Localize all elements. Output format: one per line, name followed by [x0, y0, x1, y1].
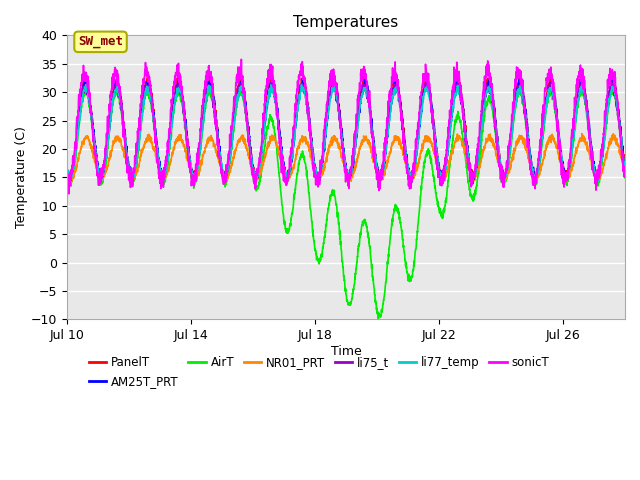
AirT	[117, 108, 125, 114]
NR01_PRT	[621, 167, 629, 172]
NR01_PRT	[187, 167, 195, 172]
sonicT	[266, 75, 274, 81]
li75_t	[150, 128, 158, 133]
AirT	[621, 175, 629, 180]
li77_temp	[117, 98, 125, 104]
Legend: PanelT, AM25T_PRT, AirT, NR01_PRT, li75_t, li77_temp, sonicT: PanelT, AM25T_PRT, AirT, NR01_PRT, li75_…	[84, 352, 554, 393]
li75_t	[63, 165, 70, 171]
AirT	[364, 234, 372, 240]
AM25T_PRT	[362, 75, 369, 81]
NR01_PRT	[266, 139, 273, 144]
NR01_PRT	[63, 167, 70, 173]
AM25T_PRT	[150, 120, 158, 125]
li75_t	[621, 167, 629, 173]
AM25T_PRT	[621, 163, 629, 169]
AM25T_PRT	[187, 163, 195, 169]
li75_t	[266, 89, 273, 95]
li75_t	[549, 91, 557, 97]
PanelT	[549, 83, 557, 88]
PanelT	[150, 120, 158, 125]
NR01_PRT	[151, 148, 159, 154]
NR01_PRT	[549, 135, 557, 141]
PanelT	[177, 72, 184, 78]
Line: AM25T_PRT: AM25T_PRT	[67, 78, 625, 183]
PanelT	[63, 164, 70, 169]
NR01_PRT	[68, 179, 76, 185]
PanelT	[187, 167, 195, 172]
Line: AirT: AirT	[67, 89, 625, 320]
AM25T_PRT	[364, 87, 372, 93]
li77_temp	[266, 89, 273, 95]
sonicT	[151, 132, 159, 138]
NR01_PRT	[364, 139, 372, 144]
li77_temp	[548, 81, 556, 87]
Text: SW_met: SW_met	[78, 36, 123, 48]
AirT	[187, 171, 195, 177]
li77_temp	[364, 93, 372, 98]
PanelT	[621, 168, 629, 174]
Line: sonicT: sonicT	[67, 60, 625, 194]
Y-axis label: Temperature (C): Temperature (C)	[15, 126, 28, 228]
PanelT	[313, 181, 321, 187]
AirT	[81, 86, 89, 92]
li75_t	[330, 79, 338, 84]
AM25T_PRT	[266, 82, 273, 87]
AM25T_PRT	[191, 180, 198, 186]
sonicT	[117, 101, 125, 107]
Line: PanelT: PanelT	[67, 75, 625, 184]
AirT	[549, 95, 557, 101]
li77_temp	[187, 165, 195, 171]
li75_t	[117, 106, 125, 112]
PanelT	[266, 83, 273, 88]
Title: Temperatures: Temperatures	[293, 15, 399, 30]
AirT	[63, 168, 70, 174]
PanelT	[364, 93, 372, 98]
sonicT	[237, 57, 245, 62]
li77_temp	[190, 180, 198, 185]
li77_temp	[621, 165, 629, 170]
AM25T_PRT	[63, 163, 70, 169]
sonicT	[187, 170, 195, 176]
sonicT	[549, 89, 557, 95]
li75_t	[187, 168, 195, 174]
X-axis label: Time: Time	[331, 345, 362, 358]
Line: NR01_PRT: NR01_PRT	[67, 133, 625, 182]
li77_temp	[549, 90, 557, 96]
li77_temp	[63, 170, 70, 176]
AM25T_PRT	[549, 87, 557, 93]
AM25T_PRT	[117, 97, 125, 103]
NR01_PRT	[117, 139, 125, 145]
li75_t	[364, 94, 372, 99]
PanelT	[117, 98, 125, 104]
sonicT	[364, 92, 372, 97]
sonicT	[621, 170, 629, 176]
AirT	[266, 115, 273, 121]
sonicT	[65, 191, 73, 197]
li77_temp	[150, 122, 158, 128]
sonicT	[63, 176, 70, 181]
Line: li75_t: li75_t	[67, 82, 625, 183]
AirT	[374, 317, 382, 323]
Line: li77_temp: li77_temp	[67, 84, 625, 182]
NR01_PRT	[578, 131, 586, 136]
AirT	[151, 131, 159, 136]
li75_t	[469, 180, 477, 186]
